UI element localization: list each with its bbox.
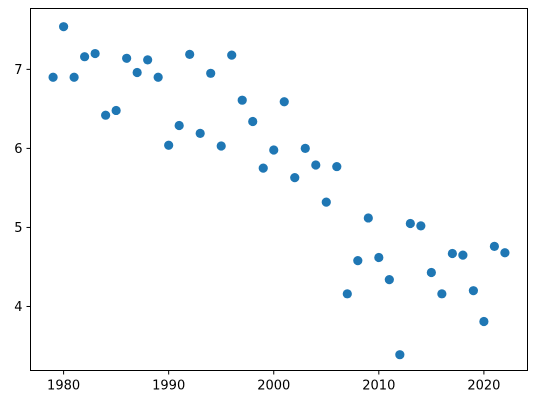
data-point	[195, 128, 205, 138]
data-point	[416, 221, 426, 231]
data-point	[447, 248, 457, 259]
plot-area-frame	[30, 8, 528, 371]
data-point	[227, 50, 237, 60]
data-point	[153, 72, 163, 82]
x-tick-label: 1990	[152, 379, 185, 394]
y-tick-label: 7	[14, 63, 22, 78]
data-point	[216, 141, 226, 151]
data-point	[258, 163, 268, 173]
data-point	[437, 289, 447, 299]
data-point	[332, 161, 342, 172]
data-point	[279, 97, 289, 107]
data-point	[500, 248, 510, 258]
data-point	[69, 72, 79, 82]
data-point	[248, 116, 258, 127]
data-point	[321, 197, 331, 207]
y-tick-label: 4	[14, 300, 22, 315]
data-point	[353, 256, 363, 266]
x-tick-label: 2000	[257, 379, 290, 394]
data-point	[468, 286, 478, 296]
y-tick-label: 5	[14, 221, 22, 236]
data-point	[206, 68, 216, 78]
data-point	[342, 289, 352, 299]
data-point	[132, 67, 142, 78]
data-point	[122, 53, 132, 63]
y-axis: 4 5 6 7	[14, 63, 31, 315]
x-axis: 1980 1990 2000 2010 2020	[47, 370, 500, 394]
data-point	[426, 267, 436, 278]
data-point	[80, 52, 90, 62]
data-point	[237, 95, 247, 105]
y-tick-label: 6	[14, 142, 22, 157]
data-point	[269, 145, 279, 155]
data-points	[48, 22, 510, 360]
data-point	[174, 120, 184, 131]
data-point	[363, 213, 373, 223]
data-point	[311, 160, 321, 170]
data-point	[405, 218, 415, 229]
x-tick-label: 2020	[467, 379, 500, 394]
data-point	[374, 252, 384, 263]
data-point	[489, 241, 499, 252]
data-point	[384, 275, 394, 285]
data-point	[90, 48, 100, 59]
data-point	[111, 105, 121, 116]
data-point	[300, 143, 310, 153]
data-point	[458, 250, 468, 260]
data-point	[395, 350, 405, 360]
x-tick-label: 2010	[362, 379, 395, 394]
data-point	[290, 173, 300, 183]
data-point	[185, 49, 195, 59]
data-point	[101, 110, 111, 120]
data-point	[164, 140, 174, 150]
data-point	[479, 316, 489, 327]
data-point	[143, 55, 153, 65]
data-point	[59, 22, 69, 32]
data-point	[48, 72, 58, 82]
x-tick-label: 1980	[47, 379, 80, 394]
